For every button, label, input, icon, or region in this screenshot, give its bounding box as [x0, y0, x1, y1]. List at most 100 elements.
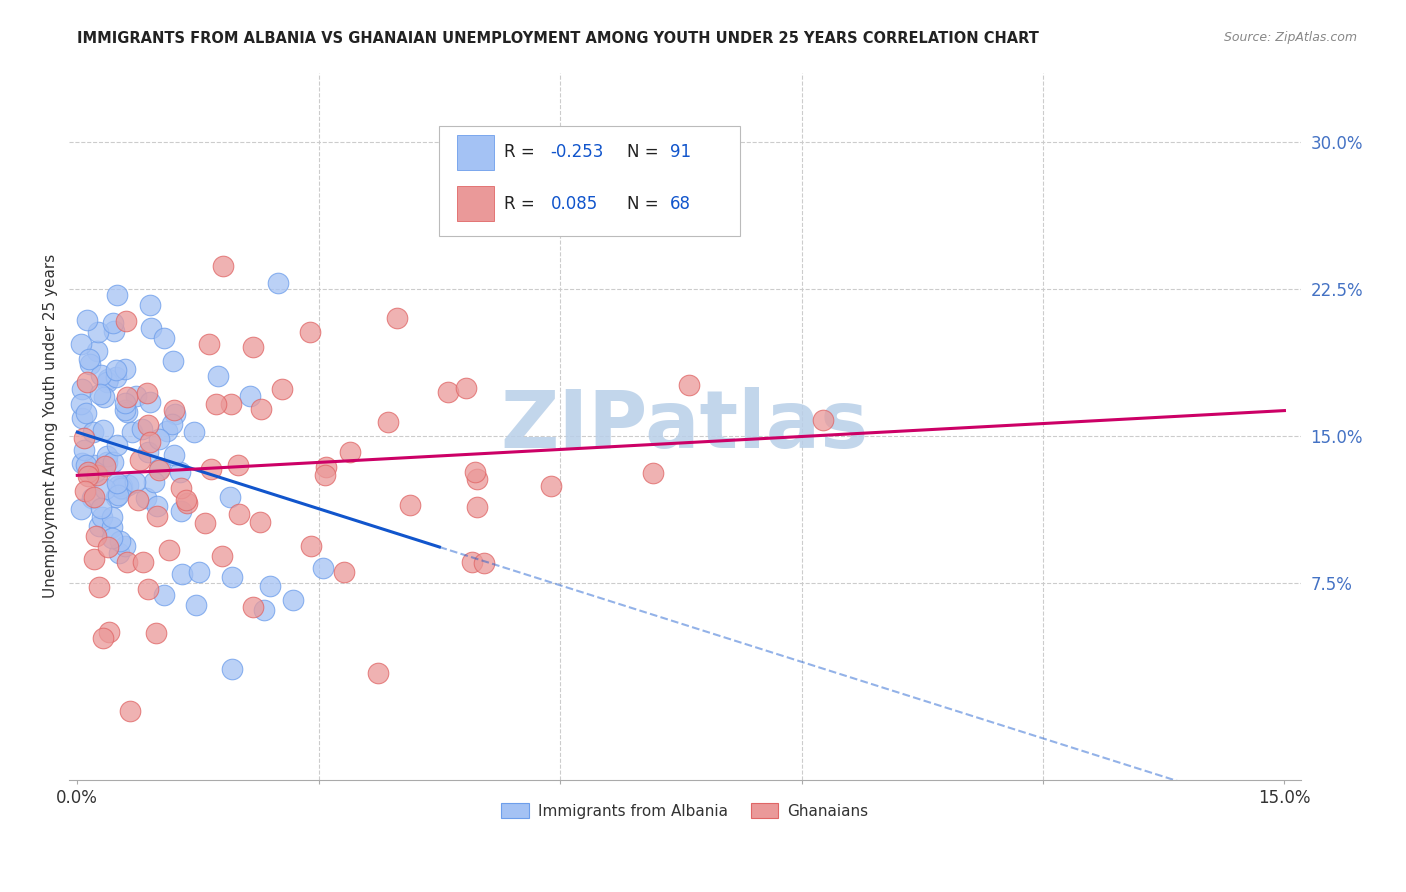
- Point: [398, 498, 420, 512]
- Point: [174, 492, 197, 507]
- Point: [456, 381, 478, 395]
- Point: [97, 540, 120, 554]
- Point: [162, 354, 184, 368]
- Point: [114, 539, 136, 553]
- Point: [125, 389, 148, 403]
- Point: [160, 417, 183, 431]
- Point: [110, 481, 132, 495]
- Point: [266, 276, 288, 290]
- Point: [105, 437, 128, 451]
- Point: [169, 465, 191, 479]
- Point: [101, 455, 124, 469]
- Text: 0.085: 0.085: [551, 194, 598, 212]
- Point: [184, 599, 207, 613]
- Text: R =: R =: [503, 144, 540, 161]
- Point: [86, 468, 108, 483]
- Point: [105, 476, 128, 491]
- Point: [187, 566, 209, 580]
- Point: [97, 372, 120, 386]
- Point: [540, 479, 562, 493]
- Point: [107, 488, 129, 502]
- Point: [90, 509, 112, 524]
- Point: [132, 555, 155, 569]
- Point: [114, 396, 136, 410]
- Point: [170, 481, 193, 495]
- Point: [226, 458, 249, 472]
- Point: [101, 316, 124, 330]
- Point: [136, 582, 159, 596]
- Point: [121, 425, 143, 440]
- Point: [114, 402, 136, 417]
- Point: [76, 465, 98, 479]
- Point: [100, 519, 122, 533]
- Point: [299, 539, 322, 553]
- Point: [207, 368, 229, 383]
- Point: [86, 344, 108, 359]
- Point: [139, 435, 162, 450]
- Point: [149, 460, 172, 475]
- Point: [146, 499, 169, 513]
- Point: [239, 389, 262, 403]
- Point: [312, 561, 335, 575]
- Point: [96, 375, 118, 389]
- Point: [813, 413, 835, 427]
- Point: [136, 385, 159, 400]
- Point: [70, 397, 93, 411]
- Point: [461, 555, 484, 569]
- Point: [98, 624, 121, 639]
- Point: [242, 340, 264, 354]
- Point: [115, 314, 138, 328]
- Text: N =: N =: [627, 144, 664, 161]
- Point: [76, 376, 98, 390]
- Point: [75, 483, 97, 498]
- Point: [281, 592, 304, 607]
- Point: [204, 397, 226, 411]
- Text: R =: R =: [503, 194, 540, 212]
- Point: [101, 531, 124, 545]
- Point: [120, 704, 142, 718]
- Point: [212, 259, 235, 273]
- Point: [136, 418, 159, 433]
- Point: [314, 467, 336, 482]
- Point: [124, 475, 146, 489]
- Point: [377, 415, 399, 429]
- Point: [87, 325, 110, 339]
- Point: [114, 362, 136, 376]
- Point: [115, 405, 138, 419]
- Point: [270, 382, 292, 396]
- Point: [259, 579, 281, 593]
- Point: [148, 463, 170, 477]
- Point: [197, 336, 219, 351]
- Point: [93, 390, 115, 404]
- Point: [72, 442, 94, 457]
- Point: [467, 472, 489, 486]
- Point: [464, 465, 486, 479]
- Point: [145, 509, 167, 524]
- Point: [89, 519, 111, 533]
- Point: [105, 369, 128, 384]
- Point: [170, 504, 193, 518]
- Y-axis label: Unemployment Among Youth under 25 years: Unemployment Among Youth under 25 years: [44, 254, 58, 599]
- Point: [87, 580, 110, 594]
- Point: [219, 397, 242, 411]
- Point: [218, 490, 240, 504]
- Text: Source: ZipAtlas.com: Source: ZipAtlas.com: [1223, 31, 1357, 45]
- Point: [228, 507, 250, 521]
- Point: [77, 352, 100, 367]
- Point: [472, 556, 495, 570]
- Text: N =: N =: [627, 194, 664, 212]
- Point: [91, 631, 114, 645]
- Point: [77, 468, 100, 483]
- Point: [183, 425, 205, 439]
- Point: [80, 491, 103, 505]
- Point: [141, 320, 163, 334]
- Text: -0.253: -0.253: [551, 144, 605, 161]
- Text: 68: 68: [671, 194, 692, 212]
- Point: [70, 382, 93, 396]
- Point: [83, 552, 105, 566]
- Point: [107, 478, 129, 492]
- Point: [105, 490, 128, 504]
- Point: [104, 362, 127, 376]
- Point: [76, 312, 98, 326]
- FancyBboxPatch shape: [457, 135, 494, 170]
